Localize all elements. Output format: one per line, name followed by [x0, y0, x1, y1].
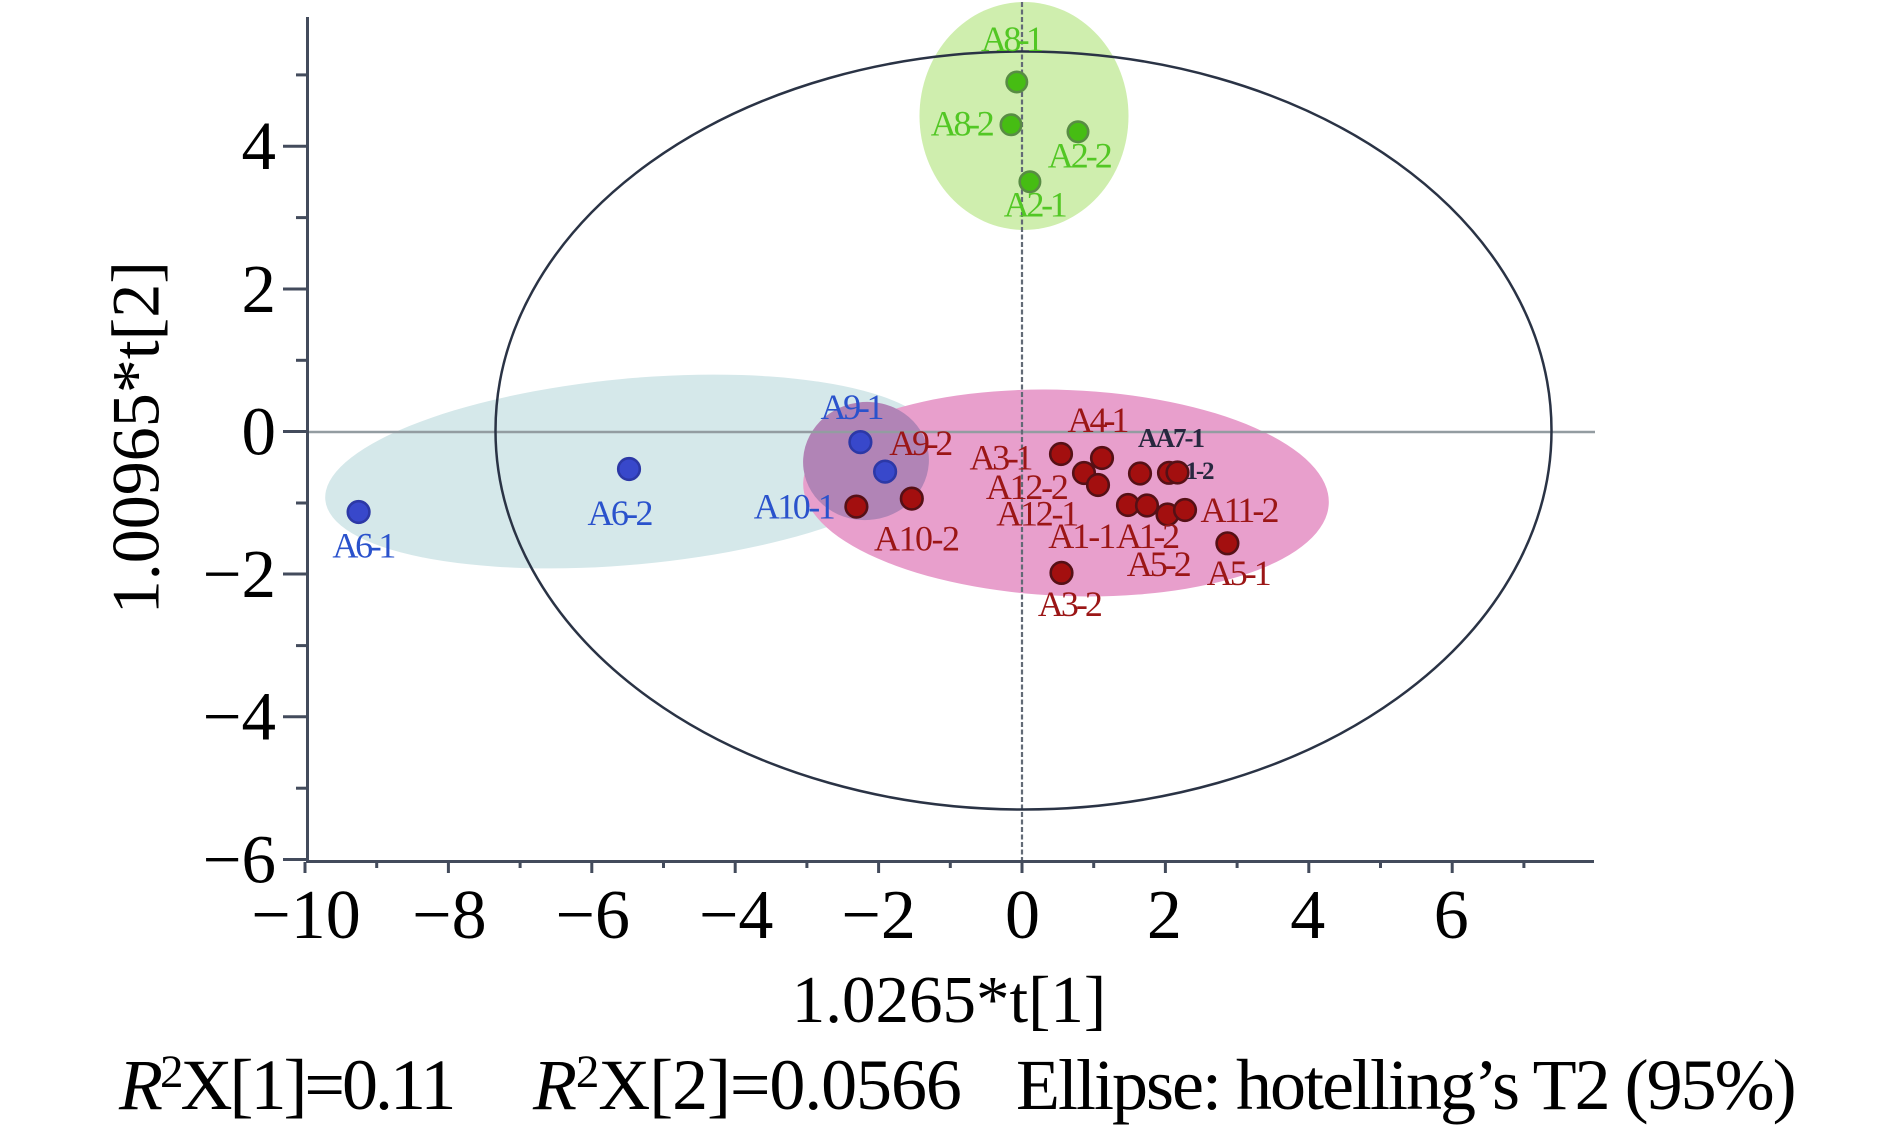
svg-text:AA7-1: AA7-1 — [1138, 423, 1205, 453]
svg-text:1.00965*t[2]: 1.00965*t[2] — [98, 261, 174, 614]
svg-text:2: 2 — [242, 251, 277, 327]
svg-text:A10-1: A10-1 — [754, 487, 836, 527]
svg-text:A11-2: A11-2 — [1201, 490, 1280, 530]
svg-text:R2X[1]=0.11: R2X[1]=0.11 — [118, 1045, 453, 1125]
svg-text:A12-1: A12-1 — [996, 494, 1079, 534]
svg-text:A9-1: A9-1 — [821, 387, 885, 427]
svg-text:Ellipse: hotelling’s T2 (95%): Ellipse: hotelling’s T2 (95%) — [1016, 1045, 1795, 1125]
svg-text:−2: −2 — [203, 536, 276, 612]
svg-text:A1-1: A1-1 — [1048, 516, 1116, 556]
svg-text:A3-1: A3-1 — [970, 437, 1034, 477]
svg-text:−8: −8 — [412, 877, 486, 954]
svg-text:A8-1: A8-1 — [981, 19, 1044, 59]
svg-text:A2-1: A2-1 — [1004, 185, 1068, 225]
svg-text:A5-2: A5-2 — [1127, 544, 1192, 584]
svg-text:−2: −2 — [841, 877, 915, 954]
svg-text:A6-2: A6-2 — [588, 493, 654, 533]
svg-text:A10-2: A10-2 — [874, 519, 960, 559]
svg-text:A3-2: A3-2 — [1038, 584, 1103, 624]
svg-text:A9-2: A9-2 — [889, 423, 953, 463]
svg-text:−6: −6 — [556, 877, 630, 954]
svg-text:A6-1: A6-1 — [332, 526, 396, 566]
svg-text:1-2: 1-2 — [1186, 458, 1215, 485]
svg-text:4: 4 — [242, 108, 277, 184]
svg-text:0: 0 — [242, 393, 277, 469]
svg-text:−6: −6 — [203, 821, 276, 897]
svg-text:1.0265*t[1]: 1.0265*t[1] — [792, 963, 1107, 1037]
svg-text:0: 0 — [1005, 877, 1040, 954]
svg-text:A8-2: A8-2 — [931, 104, 995, 144]
svg-text:4: 4 — [1290, 877, 1325, 954]
svg-text:A4-1: A4-1 — [1068, 400, 1130, 440]
svg-text:A1-2: A1-2 — [1116, 516, 1180, 556]
svg-text:6: 6 — [1434, 877, 1469, 954]
svg-text:A2-2: A2-2 — [1048, 136, 1113, 176]
svg-text:R2X[2]=0.0566: R2X[2]=0.0566 — [532, 1045, 961, 1125]
svg-text:−4: −4 — [699, 877, 773, 954]
svg-text:A5-1: A5-1 — [1207, 553, 1272, 593]
svg-text:−10: −10 — [251, 877, 360, 954]
svg-text:−4: −4 — [203, 679, 276, 755]
svg-text:A12-2: A12-2 — [986, 467, 1069, 507]
svg-text:2: 2 — [1147, 877, 1182, 954]
